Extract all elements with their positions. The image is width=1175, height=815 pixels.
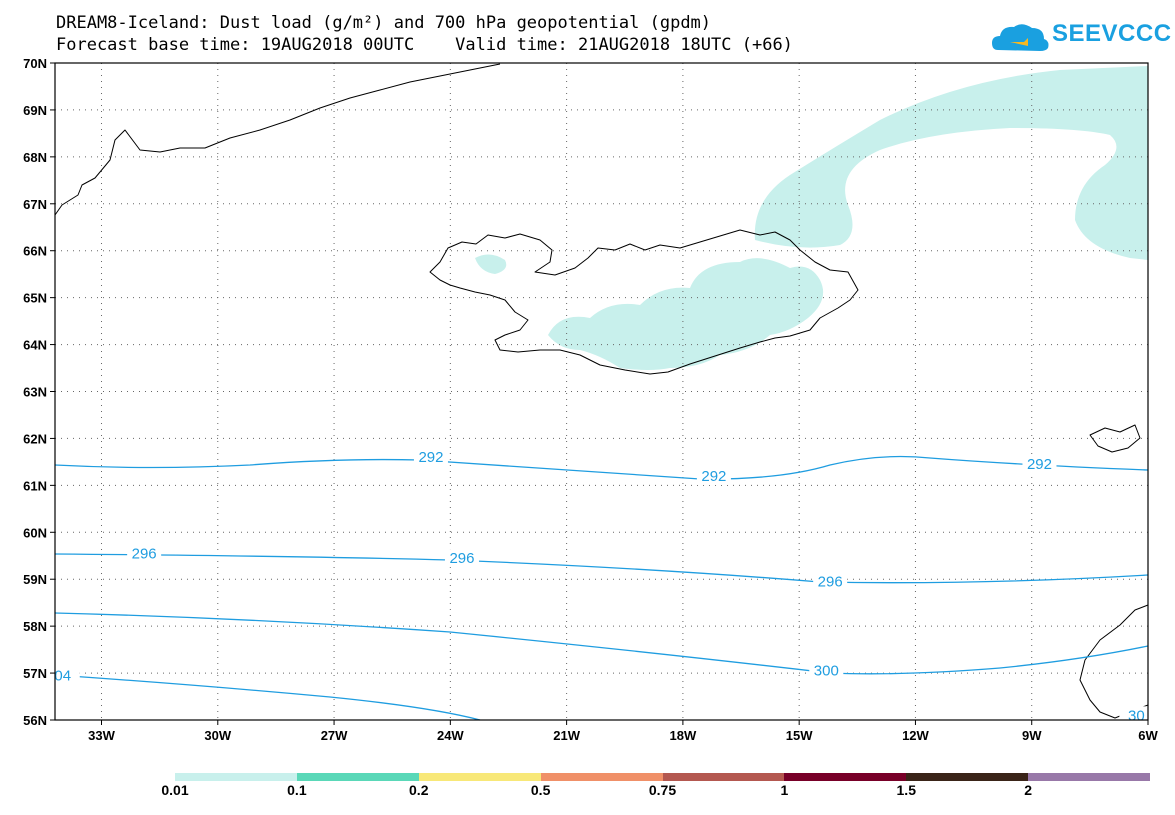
colorbar-segment: [540, 773, 663, 781]
geopotential-contours: [54, 455, 1149, 721]
contour-label-bg: [413, 448, 448, 467]
colorbar-segment: [296, 773, 419, 781]
contour-304: [54, 674, 481, 721]
lon-label: 33W: [88, 728, 115, 743]
lat-label: 59N: [23, 572, 47, 587]
lat-label: 61N: [23, 478, 47, 493]
dust-load-shading: [475, 66, 1148, 370]
lon-label: 27W: [321, 728, 348, 743]
lat-label: 58N: [23, 619, 47, 634]
contour-label-304: 04: [54, 667, 71, 684]
contour-label-bg: [127, 544, 162, 563]
lat-label: 65N: [23, 291, 47, 306]
dust-westfjords: [475, 254, 507, 274]
contour-label-bg: [45, 666, 80, 685]
dust-plume-northeast: [754, 66, 1148, 260]
contour-labels: 292 292 292 296 296 296 300 04 30: [45, 448, 1154, 725]
colorbar-segment: [906, 773, 1029, 781]
colorbar-label: 0.2: [409, 782, 429, 798]
contour-label-bg: [444, 549, 479, 568]
contour-label-296: 296: [818, 574, 843, 591]
colorbar-segment: [662, 773, 785, 781]
cloud-logo-icon: [992, 24, 1049, 51]
lat-label: 66N: [23, 244, 47, 259]
colorbar-segment: [175, 773, 297, 781]
colorbar-label: 1.5: [896, 782, 916, 798]
lon-label: 30W: [204, 728, 231, 743]
contour-label-bg: [696, 466, 731, 485]
map-title: DREAM8-Iceland: Dust load (g/m²) and 700…: [56, 13, 712, 33]
lon-label: 12W: [902, 728, 929, 743]
axis-labels: 33W 30W 27W 24W 21W 18W 15W 12W 9W 6W 56N 57N 58N 59N…: [23, 56, 1158, 743]
colorbar-label: 0.5: [530, 782, 551, 798]
contour-label-bg: [809, 661, 844, 680]
lat-label: 68N: [23, 150, 47, 165]
scotland-coast: [1079, 604, 1149, 719]
greenland-coast: [54, 63, 501, 216]
lat-label: 56N: [23, 713, 47, 728]
iceland-coast: [429, 229, 859, 375]
contour-292: [54, 455, 1149, 480]
lat-label: 67N: [23, 197, 47, 212]
colorbar-segment: [418, 773, 541, 781]
lat-label: 64N: [23, 338, 47, 353]
colorbar-label: 1: [780, 782, 789, 798]
contour-label-292: 292: [701, 468, 726, 485]
contour-label-bg: [1022, 455, 1057, 474]
lat-label: 70N: [23, 56, 47, 71]
dust-iceland-interior: [548, 258, 824, 370]
lon-label: 18W: [670, 728, 697, 743]
contour-label-296: 296: [132, 545, 157, 562]
colorbar-label: 0.01: [161, 782, 189, 798]
colorbar-label: 2: [1024, 782, 1033, 798]
logo-text: SEEVCCC: [1052, 20, 1172, 47]
lat-label: 57N: [23, 666, 47, 681]
lon-label: 21W: [553, 728, 580, 743]
contour-label-300: 300: [814, 663, 839, 680]
lon-label: 24W: [437, 728, 464, 743]
lon-label: 6W: [1138, 728, 1158, 743]
lat-label: 62N: [23, 431, 47, 446]
contour-label-296: 296: [449, 550, 474, 567]
contour-296: [54, 553, 1149, 584]
faroe-coast: [1089, 424, 1141, 453]
lat-lon-grid: [55, 63, 1148, 720]
contour-label-308: 30: [1128, 707, 1145, 724]
colorbar-label: 0.75: [648, 782, 677, 798]
colorbar-label: 0.1: [287, 782, 307, 798]
lon-label: 9W: [1022, 728, 1042, 743]
lat-label: 63N: [23, 385, 47, 400]
lon-label: 15W: [786, 728, 813, 743]
lat-label: 60N: [23, 525, 47, 540]
colorbar-segment: [1028, 773, 1150, 781]
contour-label-292: 292: [1027, 456, 1052, 473]
contour-label-bg: [813, 572, 848, 591]
contour-label-292: 292: [418, 449, 443, 466]
colorbar-segment: [784, 773, 907, 781]
lat-label: 69N: [23, 103, 47, 118]
map-subtitle: Forecast base time: 19AUG2018 00UTC Vali…: [56, 35, 793, 55]
contour-300: [54, 612, 1149, 675]
